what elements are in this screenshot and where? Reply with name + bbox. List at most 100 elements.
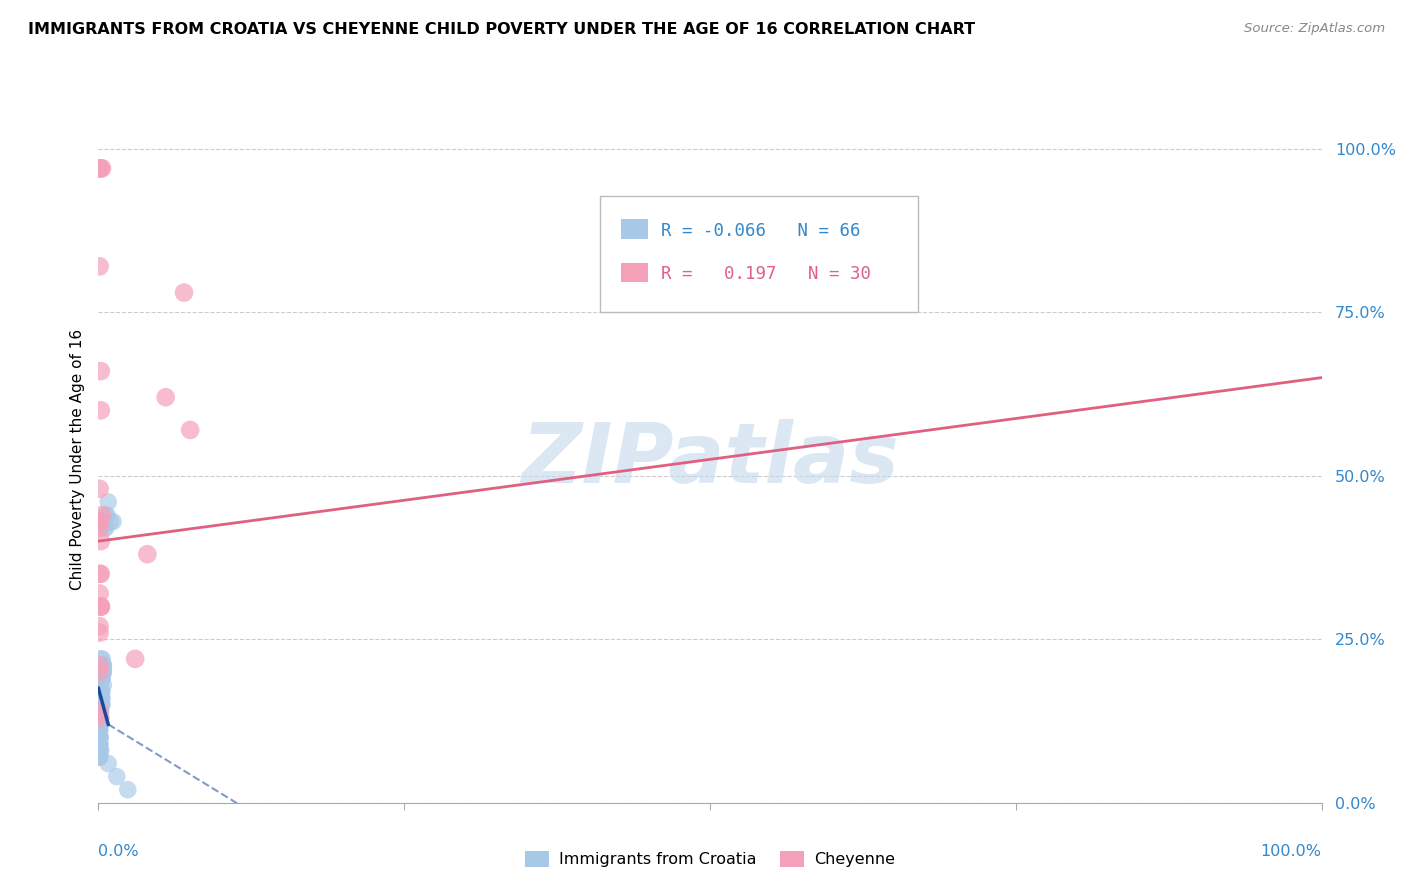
Point <box>90 599 112 614</box>
Point <box>89 704 111 718</box>
Point <box>97 756 120 771</box>
Point <box>89 625 111 640</box>
Point <box>91 658 114 673</box>
Point <box>96 508 118 522</box>
Point <box>90 652 112 666</box>
Point <box>89 750 111 764</box>
Point <box>89 750 111 764</box>
Point <box>89 711 111 725</box>
Point <box>124 652 146 666</box>
Point <box>89 723 111 738</box>
Point <box>93 521 115 535</box>
Point <box>90 515 112 529</box>
Point <box>90 691 112 706</box>
Point <box>90 691 112 706</box>
Point <box>90 698 112 712</box>
Point <box>89 723 111 738</box>
Point <box>89 515 111 529</box>
Point <box>89 711 111 725</box>
Point <box>91 161 114 176</box>
FancyBboxPatch shape <box>600 196 918 311</box>
Point <box>105 770 128 784</box>
Text: R = -0.066   N = 66: R = -0.066 N = 66 <box>661 222 860 240</box>
Point <box>90 364 112 378</box>
Point <box>94 521 117 535</box>
FancyBboxPatch shape <box>620 262 648 282</box>
Text: 0.0%: 0.0% <box>98 844 139 859</box>
Point <box>89 704 111 718</box>
Point <box>89 515 111 529</box>
Point <box>89 731 111 745</box>
Point <box>89 566 111 581</box>
Point <box>89 260 111 274</box>
Point <box>179 423 201 437</box>
Point <box>89 678 111 692</box>
Point <box>89 731 111 745</box>
Text: IMMIGRANTS FROM CROATIA VS CHEYENNE CHILD POVERTY UNDER THE AGE OF 16 CORRELATIO: IMMIGRANTS FROM CROATIA VS CHEYENNE CHIL… <box>28 22 976 37</box>
Text: ZIPatlas: ZIPatlas <box>522 419 898 500</box>
Point <box>89 665 111 679</box>
Point <box>89 658 111 673</box>
Text: 100.0%: 100.0% <box>1261 844 1322 859</box>
Point <box>91 665 114 679</box>
Point <box>89 743 111 757</box>
Point <box>90 704 112 718</box>
Text: R =   0.197   N = 30: R = 0.197 N = 30 <box>661 265 872 283</box>
Point <box>90 161 112 176</box>
Point <box>90 566 112 581</box>
Point <box>90 743 112 757</box>
Point <box>89 743 111 757</box>
Point <box>117 782 139 797</box>
Point <box>91 698 114 712</box>
FancyBboxPatch shape <box>620 219 648 239</box>
Point <box>89 737 111 751</box>
Point <box>89 711 111 725</box>
Point <box>90 599 112 614</box>
Point <box>90 698 112 712</box>
Legend: Immigrants from Croatia, Cheyenne: Immigrants from Croatia, Cheyenne <box>519 845 901 874</box>
Point <box>90 403 112 417</box>
Point <box>90 684 112 698</box>
Point <box>89 482 111 496</box>
Point <box>89 717 111 731</box>
Point <box>155 390 177 404</box>
Point <box>90 711 112 725</box>
Point <box>91 658 114 673</box>
Point <box>87 750 110 764</box>
Point <box>91 672 114 686</box>
Point <box>97 495 120 509</box>
Point <box>89 521 111 535</box>
Point <box>91 684 114 698</box>
Point <box>90 599 112 614</box>
Point <box>91 665 114 679</box>
Point <box>89 161 111 176</box>
Point <box>91 672 114 686</box>
Point <box>100 515 122 529</box>
Point <box>90 534 112 549</box>
Point <box>91 678 114 692</box>
Point <box>136 547 159 561</box>
Point <box>89 704 111 718</box>
Point <box>91 665 114 679</box>
Point <box>89 737 111 751</box>
Point <box>90 711 112 725</box>
Point <box>89 161 111 176</box>
Point <box>89 731 111 745</box>
Point <box>94 508 117 522</box>
Point <box>89 586 111 600</box>
Point <box>89 737 111 751</box>
Point <box>91 691 114 706</box>
Point <box>173 285 195 300</box>
Point <box>90 698 112 712</box>
Point <box>89 704 111 718</box>
Point <box>89 737 111 751</box>
Y-axis label: Child Poverty Under the Age of 16: Child Poverty Under the Age of 16 <box>69 329 84 590</box>
Point <box>89 717 111 731</box>
Text: Source: ZipAtlas.com: Source: ZipAtlas.com <box>1244 22 1385 36</box>
Point <box>90 717 112 731</box>
Point <box>89 743 111 757</box>
Point <box>91 665 114 679</box>
Point <box>89 731 111 745</box>
Point <box>101 515 124 529</box>
Point <box>89 619 111 633</box>
